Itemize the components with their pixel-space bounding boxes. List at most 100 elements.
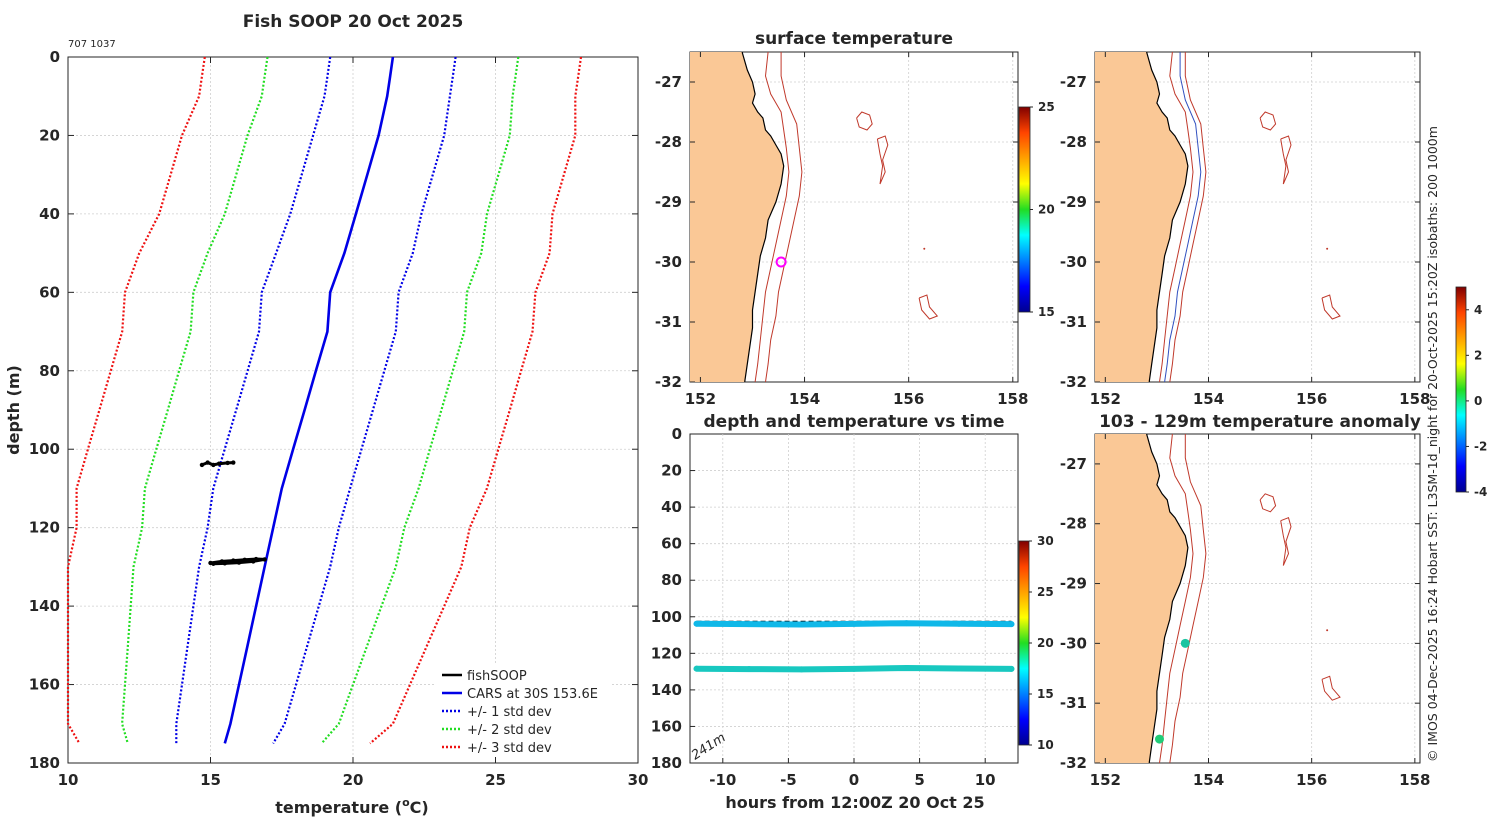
fishsoop-point — [205, 460, 210, 465]
sst-map-ticks: 152 154 156 158 -27 -28 -29 -30 -31 -32 — [655, 52, 1028, 408]
fishsoop-point — [236, 560, 242, 565]
ts-xtick-label: 10 — [975, 771, 996, 789]
sensor-point — [1008, 621, 1015, 628]
land — [1095, 434, 1188, 763]
minus-2-std-line — [120, 56, 269, 744]
seamount-isobath — [1321, 675, 1341, 701]
sensor-point — [851, 620, 857, 627]
time-series-title: depth and temperature vs time — [704, 412, 1005, 432]
isobath-200m — [1159, 52, 1194, 382]
sst-map-panel: surface temperature 152 154 156 158 -27 -28 -2… — [655, 29, 1055, 408]
map-lat-label: -31 — [655, 313, 682, 331]
map-lat-label: -28 — [1060, 133, 1087, 151]
colorbar-tick-label: 10 — [1037, 738, 1054, 752]
anomaly-point — [1154, 734, 1164, 744]
map-lon-label: 154 — [1193, 390, 1224, 408]
ts-ytick-label: 120 — [651, 644, 682, 662]
seamount-point — [1326, 629, 1329, 632]
profile-ytick-label: 20 — [39, 126, 60, 144]
sensor-point — [746, 666, 753, 673]
profile-lines — [66, 56, 583, 745]
profile-x-axis-label-tail: C) — [410, 798, 429, 817]
map-lat-label: -27 — [1060, 73, 1087, 91]
legend-box — [436, 664, 611, 756]
profile-xtick-label: 25 — [485, 771, 506, 789]
map-lon-label: 156 — [893, 390, 924, 408]
legend-label: +/- 3 std dev — [467, 741, 552, 756]
profile-ytick-label: 40 — [39, 205, 60, 223]
profile-panel: Fish SOOP 20 Oct 2025 707 1037 10 15 20 25 3… — [4, 12, 648, 817]
profile-x-axis-label: temperature (oC) — [275, 796, 428, 817]
isobath-1000m — [765, 52, 803, 382]
map-lat-label: -28 — [1060, 515, 1087, 533]
sensor-point — [746, 621, 753, 628]
fishsoop-point — [231, 460, 236, 465]
fishsoop-point — [225, 460, 230, 466]
time-colorbar — [1018, 540, 1030, 746]
ts-xtick-label: 5 — [914, 771, 924, 789]
colorbar-tick-label: 0 — [1474, 394, 1482, 408]
anomaly-map-panel: 103 - 129m temperature anomaly 152 154 156… — [1060, 412, 1431, 789]
cast-location-marker — [775, 256, 787, 268]
colorbar-tick-label: 25 — [1037, 585, 1054, 599]
map-lat-label: -30 — [1060, 634, 1087, 652]
map-lat-label: -29 — [1060, 193, 1087, 211]
anomaly-colorbar-ticks: -4 -2 0 2 4 — [1466, 303, 1487, 499]
map-lon-label: 152 — [1090, 771, 1121, 789]
anomaly-map-ticks: 152 154 156 158 -27 -28 -29 -30 -31 -32 — [1060, 434, 1430, 789]
profile-xtick-label: 10 — [58, 771, 79, 789]
legend-label: +/- 1 std dev — [467, 705, 552, 720]
sensor-point — [693, 665, 700, 672]
profile-ytick-label: 120 — [29, 519, 60, 537]
profile-grid — [68, 57, 638, 763]
ts-ytick-label: 40 — [661, 498, 682, 516]
seamount-point — [1326, 247, 1329, 250]
ts-xtick-label: 0 — [849, 771, 859, 789]
seamount-isobath — [918, 294, 939, 320]
anomaly-map-title: 103 - 129m temperature anomaly — [1099, 412, 1421, 432]
map-lat-label: -32 — [655, 373, 682, 391]
seamount-isobath — [1280, 517, 1292, 566]
map-lon-label: 154 — [1193, 771, 1224, 789]
sensor-point — [851, 665, 857, 672]
fishsoop-point — [216, 461, 222, 466]
time-series-x-axis-label: hours from 12:00Z 20 Oct 25 — [725, 793, 984, 812]
time-series-panel: depth and temperature vs time -10 -5 0 5 100… — [651, 412, 1054, 812]
map-lon-label: 152 — [685, 390, 716, 408]
map-lat-label: -31 — [1060, 313, 1087, 331]
fishsoop-point — [262, 557, 267, 562]
profile-ytick-label: 140 — [29, 597, 60, 615]
sensor-point — [955, 620, 962, 627]
sst-colorbar-ticks: 15 20 25 — [1030, 100, 1055, 319]
sensor-point — [955, 665, 962, 672]
cast-location-marker-ring — [775, 256, 787, 268]
profile-y-axis-label: depth (m) — [4, 365, 23, 455]
fishsoop-point — [231, 558, 236, 563]
plus-1-std-line — [272, 56, 457, 744]
sst-map-grid — [690, 52, 1018, 382]
ts-ytick-label: 60 — [661, 535, 682, 553]
profile-title: Fish SOOP 20 Oct 2025 — [243, 12, 464, 32]
land — [690, 52, 784, 382]
seamount-isobath — [856, 111, 873, 131]
isobath-map-content — [1095, 52, 1341, 382]
profile-xtick-label: 20 — [343, 771, 364, 789]
profile-ytick-label: 80 — [39, 362, 60, 380]
coastline — [741, 52, 785, 382]
map-lon-label: 152 — [1090, 390, 1121, 408]
map-lat-label: -32 — [1060, 754, 1087, 772]
fishsoop-point — [211, 462, 216, 468]
map-lon-label: 156 — [1296, 771, 1327, 789]
colorbar-tick-label: 15 — [1037, 687, 1054, 701]
minus-3-std-line — [66, 56, 206, 744]
cars-mean-line — [223, 56, 395, 744]
profile-xtick-label: 15 — [200, 771, 221, 789]
ts-ytick-label: 80 — [661, 571, 682, 589]
time-series-grid — [690, 434, 1018, 763]
coastline — [1146, 52, 1189, 382]
map-lat-label: -30 — [655, 253, 682, 271]
seamount-isobath — [1321, 294, 1341, 320]
minus-1-std-line — [175, 56, 332, 744]
profile-ytick-label: 160 — [29, 676, 60, 694]
